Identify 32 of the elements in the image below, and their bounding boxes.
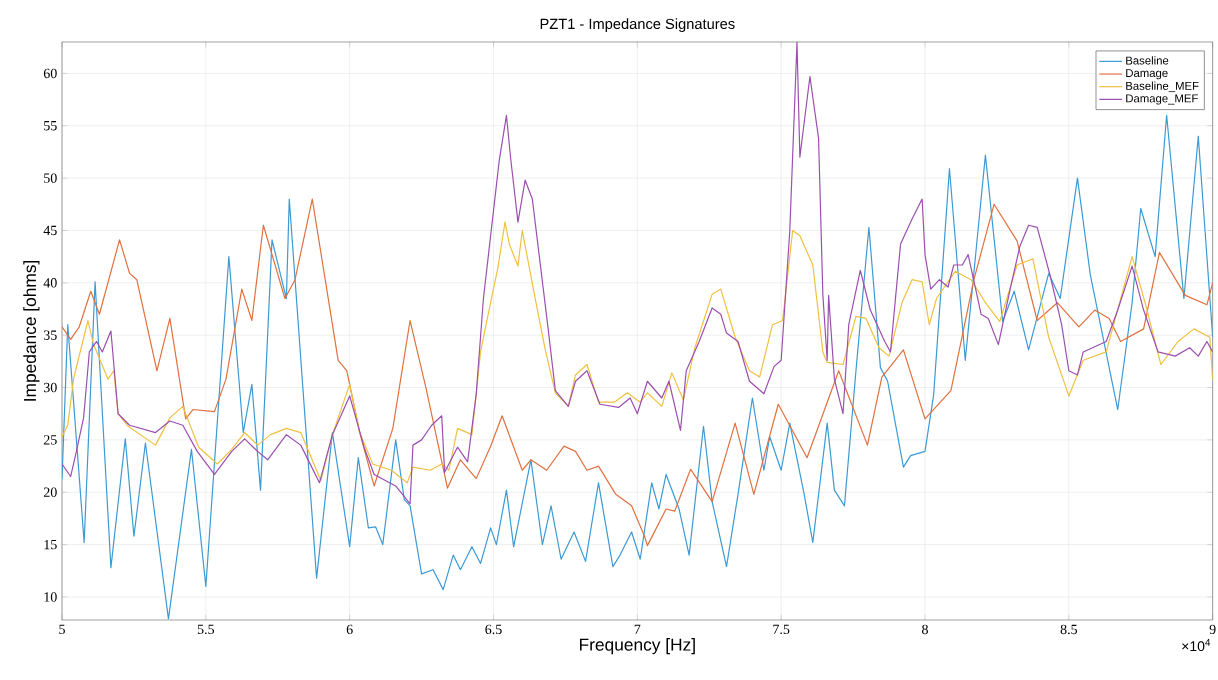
chart-title: PZT1 - Impedance Signatures (540, 18, 735, 32)
x-tick-label: 5.5 (197, 624, 215, 635)
x-axis-title: Frequency [Hz] (580, 638, 695, 655)
y-tick-label: 20 (43, 487, 57, 497)
x-tick-label: 6 (346, 624, 353, 635)
legend-label: Damage (1126, 69, 1168, 80)
legend-label: Baseline (1126, 56, 1169, 65)
y-tick-label: 40 (43, 278, 57, 288)
y-tick-label: 45 (43, 225, 57, 236)
x-tick-label: 8.5 (1060, 624, 1078, 635)
x-tick-label: 8 (922, 624, 928, 635)
y-tick-label: 35 (43, 330, 57, 340)
x-tick-label: 9 (1209, 624, 1216, 635)
legend-label: Baseline_MEF (1126, 81, 1199, 93)
legend-label: Damage_MEF (1126, 94, 1198, 105)
y-tick-label: 10 (44, 592, 57, 602)
y-tick-label: 15 (44, 539, 57, 550)
y-tick-label: 25 (43, 435, 57, 445)
y-tick-label: 30 (43, 382, 57, 393)
x-tick-label: 6.5 (485, 624, 502, 635)
y-axis-title: Impedance [ohms] (23, 260, 40, 401)
y-tick-label: 50 (44, 173, 57, 183)
line-series (62, 198, 1213, 547)
text: ×10$^{4}$ (1182, 638, 1211, 652)
x-tick-label: 7 (634, 624, 641, 634)
x-tick-label: 7.5 (773, 624, 790, 635)
line-series (62, 114, 1213, 620)
line-series (62, 41, 1213, 505)
y-tick-label: 55 (44, 121, 57, 131)
line-series (62, 221, 1213, 484)
y-tick-label: 60 (43, 68, 57, 79)
x-tick-label: 5 (59, 624, 65, 635)
